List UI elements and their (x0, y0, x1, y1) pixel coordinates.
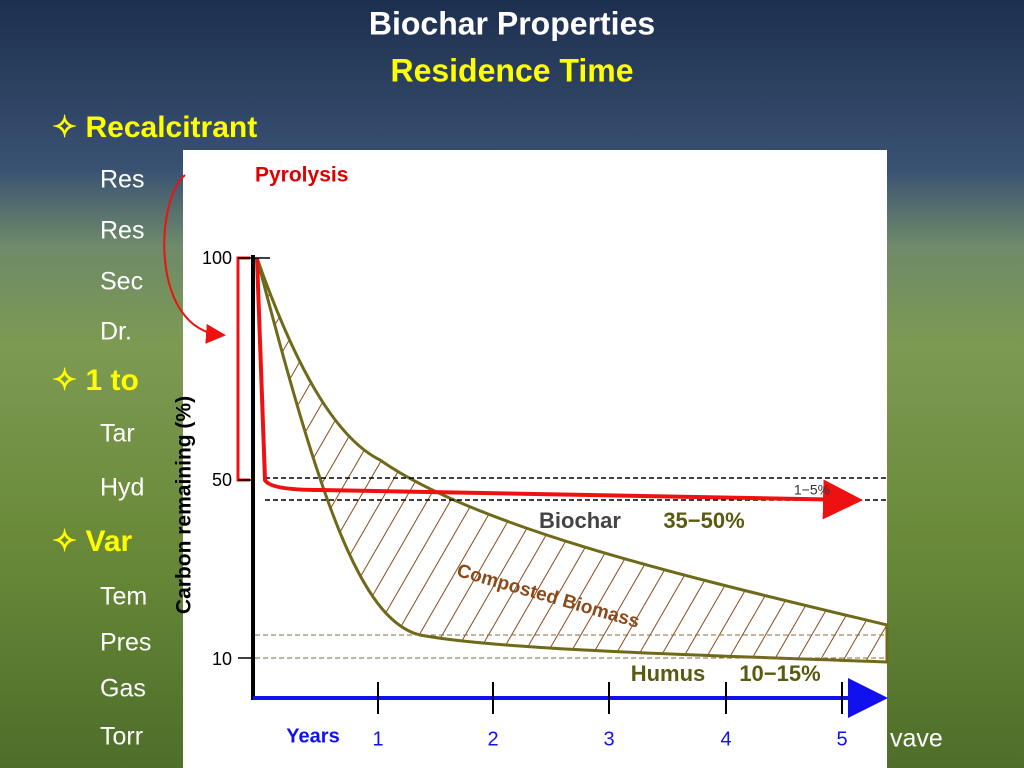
y-tick-label: 50 (212, 470, 232, 490)
humus-label: Humus (631, 661, 706, 686)
y-tick-label: 100 (202, 248, 232, 268)
x-tick-label: 4 (720, 728, 731, 750)
item: Dr. (100, 318, 132, 346)
item: Res (100, 217, 144, 245)
x-ticks (377, 682, 843, 714)
bullet: ✧ Var (52, 525, 133, 558)
biochar-label: Biochar (539, 508, 621, 533)
biochar-curve (255, 257, 863, 520)
item: Hyd (100, 474, 144, 502)
item: Torr (100, 723, 143, 751)
item: Res (100, 166, 144, 194)
item: Pres (100, 629, 151, 657)
y-axis-label: Carbon remaining (%) (173, 396, 196, 614)
chart-panel (183, 150, 887, 768)
x-axis-label: Years (286, 725, 339, 747)
bullet: ✧ Recalcitrant (52, 111, 257, 144)
subtitle: Residence Time (390, 52, 633, 88)
pyrolysis-label: Pyrolysis (255, 164, 348, 187)
x-tick-label: 1 (372, 728, 383, 750)
item: Tar (100, 420, 135, 448)
y-ticks (238, 257, 270, 659)
bullet: ✧ 1 to (52, 364, 139, 397)
range-label: 1−5% (794, 482, 830, 498)
x-tick-label: 3 (603, 728, 614, 750)
x-tick-label: 2 (487, 728, 498, 750)
humus-lines (255, 634, 887, 659)
composted-band (255, 257, 889, 664)
biochar-range: 35−50% (663, 508, 744, 533)
item: Tem (100, 583, 147, 611)
item: Gas (100, 675, 146, 703)
pyrolysis-arrow (163, 174, 226, 344)
item: Sec (100, 268, 143, 296)
title: Biochar Properties (369, 5, 655, 41)
item: vave (890, 725, 943, 753)
humus-range: 10−15% (739, 661, 820, 686)
y-tick-label: 10 (212, 649, 232, 669)
x-tick-label: 5 (836, 728, 847, 750)
